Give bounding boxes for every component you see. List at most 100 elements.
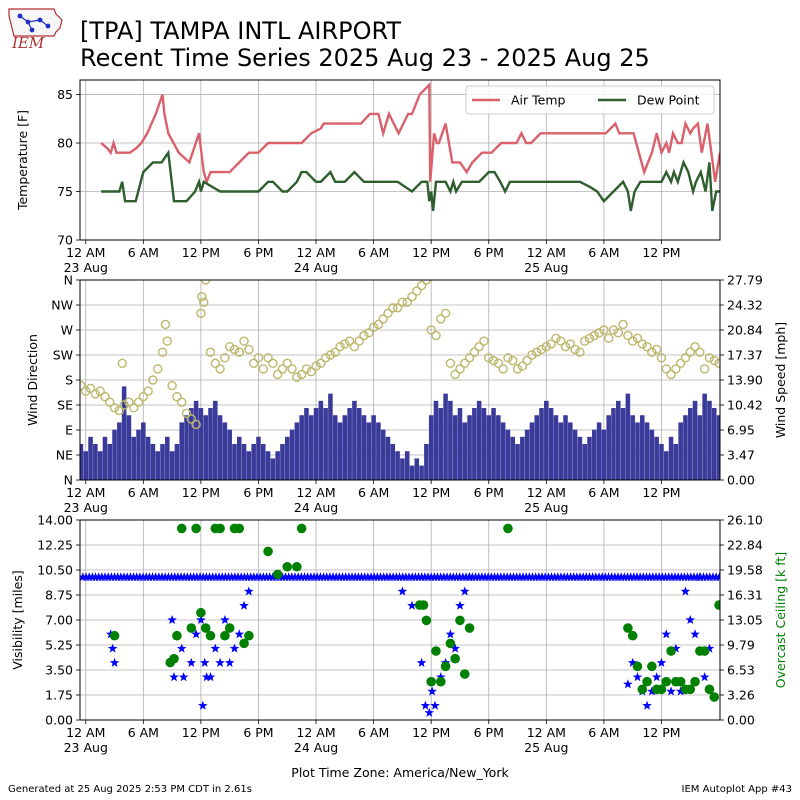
page-subtitle: Recent Time Series 2025 Aug 23 - 2025 Au… [80, 44, 650, 72]
wind-speed-bar [443, 393, 448, 480]
wind-direction-point [311, 361, 321, 371]
wind-speed-bar [174, 444, 180, 480]
wind-direction-point [412, 286, 422, 296]
wind-speed-bar [654, 436, 659, 480]
visibility-point [460, 586, 470, 596]
x-tick-date-label: 24 Aug [294, 740, 338, 755]
wind-speed-bar [376, 422, 381, 480]
visibility-point [210, 643, 221, 653]
wind-speed-bar [328, 393, 333, 480]
y-tick-label: 0.00 [45, 713, 73, 728]
x-tick-label: 6 PM [474, 245, 504, 260]
x-tick-label: 12 PM [642, 725, 680, 740]
wind-direction-point [407, 291, 417, 302]
wind-speed-bar [616, 400, 621, 480]
visibility-point [239, 600, 249, 610]
wind-direction-point [445, 358, 456, 369]
wind-speed-bar [640, 415, 645, 480]
wind-speed-bar [97, 451, 103, 480]
wind-speed-bar [520, 436, 525, 480]
wind-direction-point [129, 403, 139, 413]
wind-speed-bar [241, 444, 247, 480]
wind-speed-bar [529, 422, 535, 480]
wind-direction-point [95, 386, 105, 396]
visibility-point [229, 643, 240, 653]
ceiling-point [435, 676, 446, 687]
wind-direction-point [426, 325, 436, 335]
wind-direction-point [148, 375, 158, 385]
wind-speed-bar [112, 429, 117, 480]
wind-direction-point [455, 364, 465, 374]
y2-tick-label: 20.84 [727, 323, 763, 338]
visibility-point [169, 672, 179, 682]
wind-direction-point [397, 297, 408, 307]
wind-direction-point [570, 344, 580, 355]
wind-speed-bar [213, 400, 218, 480]
wind-speed-bar [687, 408, 693, 480]
wind-speed-bar [121, 386, 127, 480]
wind-speed-bar [93, 444, 98, 480]
x-tick-label: 6 PM [474, 485, 504, 500]
x-tick-label: 6 AM [128, 245, 159, 260]
wind-speed-bar [366, 422, 372, 480]
y2-tick-label: 24.32 [727, 298, 763, 313]
x-tick-date-label: 23 Aug [64, 260, 108, 275]
visibility-point [109, 657, 120, 667]
wind-direction-point [392, 303, 403, 313]
x-tick-label: 6 AM [358, 485, 389, 500]
wind-direction-point [436, 314, 446, 324]
x-tick-label: 6 AM [588, 245, 619, 260]
wind-direction-point [320, 353, 331, 363]
wind-speed-bar [294, 422, 300, 480]
y2-axis-label: Overcast Ceiling [k ft] [773, 552, 788, 688]
ceiling-point [455, 615, 465, 626]
wind-direction-point [157, 347, 168, 357]
visibility-point [191, 629, 201, 639]
y-tick-label: 5.25 [45, 638, 73, 653]
x-tick-label: 6 AM [128, 485, 159, 500]
ceiling-point [109, 630, 120, 641]
visibility-point [450, 643, 460, 653]
ceiling-point [709, 692, 720, 702]
ceiling-point [714, 600, 720, 610]
visibility-point [666, 686, 676, 696]
wind-speed-bar [198, 408, 204, 480]
x-tick-date-label: 23 Aug [64, 740, 108, 755]
wind-speed-bar [299, 415, 304, 480]
visibility-point [407, 600, 417, 610]
wind-speed-bar [347, 408, 352, 480]
wind-direction-point [368, 322, 379, 332]
visibility-point [642, 700, 652, 710]
ceiling-point [656, 684, 667, 695]
wind-direction-point [508, 355, 518, 366]
wind-direction-point [277, 364, 288, 374]
y-tick-label: 75 [57, 184, 73, 199]
wind-direction-point [124, 397, 134, 407]
wind-direction-point [316, 358, 326, 369]
wind-speed-bar [524, 429, 530, 480]
wind-direction-point [199, 297, 209, 307]
panel-frame [79, 79, 721, 241]
wind-speed-bar [510, 436, 516, 480]
wind-direction-point [81, 386, 91, 396]
ceiling-point [642, 676, 652, 687]
wind-direction-point [272, 369, 283, 380]
wind-speed-bar [702, 393, 707, 480]
visibility-point [224, 657, 235, 667]
wind-direction-point [100, 391, 110, 402]
visibility-point [215, 657, 225, 667]
wind-direction-point [416, 280, 427, 291]
wind-speed-bar [141, 422, 146, 480]
wind-speed-bar [572, 429, 578, 480]
wind-direction-point [551, 333, 561, 344]
wind-direction-point [133, 397, 144, 407]
wind-speed-bar [83, 451, 89, 480]
visibility-point [647, 686, 657, 696]
wind-direction-point [210, 358, 220, 369]
wind-speed-bar [323, 408, 328, 480]
wind-direction-point [301, 364, 312, 374]
visibility-point [671, 643, 681, 653]
ceiling-point [169, 653, 179, 664]
wind-speed-bar [126, 415, 132, 480]
